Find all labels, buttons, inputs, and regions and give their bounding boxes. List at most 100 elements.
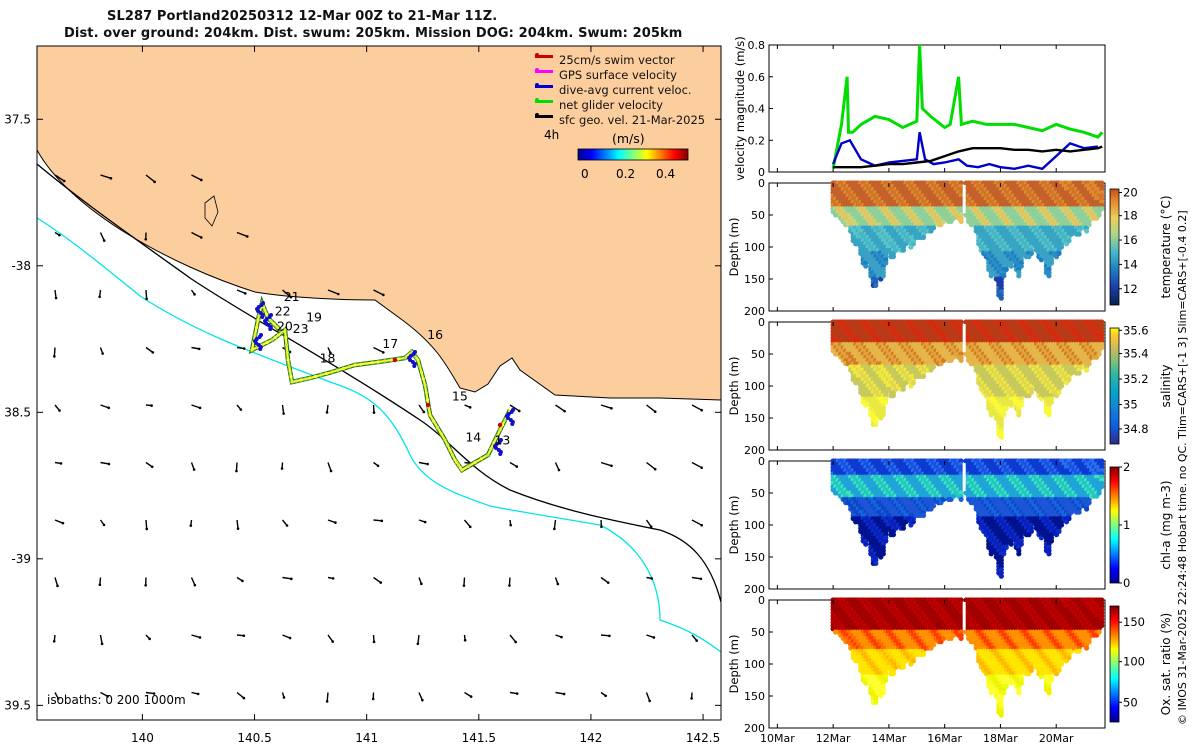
temperature-sample xyxy=(863,263,869,269)
velocity-series-line xyxy=(831,132,1099,171)
velocity-arrow xyxy=(691,576,701,580)
dive-current-dot xyxy=(260,315,265,319)
track-dot xyxy=(303,377,308,381)
velocity-arrowhead xyxy=(649,525,653,529)
track-dot xyxy=(294,379,299,383)
track-dot xyxy=(396,357,400,361)
map-xtick-label: 141 xyxy=(355,731,378,745)
dive-current-dot xyxy=(506,416,511,420)
track-dot xyxy=(359,362,363,366)
velocity-arrowhead xyxy=(148,637,151,641)
velocity-arrowhead xyxy=(145,297,148,301)
temperature-sample xyxy=(1099,206,1105,212)
velocity-arrow xyxy=(327,462,332,472)
velocity-arrowhead xyxy=(556,582,560,586)
dive-current-dot xyxy=(264,321,269,325)
map-ytick-label: 37.5 xyxy=(4,112,31,126)
velocity-arrowhead xyxy=(371,697,375,701)
track-dot xyxy=(283,328,287,332)
velocity-arrow xyxy=(509,634,517,643)
velocity-arrowhead xyxy=(608,634,611,638)
map-xtick-label: 142 xyxy=(579,731,602,745)
velocity-arrowhead xyxy=(241,579,244,583)
velocity-arrowhead xyxy=(196,692,200,696)
track-day-label: 21 xyxy=(284,289,300,304)
velocity-arrowhead xyxy=(107,462,111,466)
velocity-arrowhead xyxy=(243,292,247,295)
velocity-arrowhead xyxy=(699,577,703,581)
track-dot xyxy=(458,465,462,470)
salinity-ytick-label: 0 xyxy=(758,316,765,329)
speed-colorbar-bar xyxy=(577,148,689,161)
temperature-ytick-label: 150 xyxy=(744,273,765,286)
velocity-arrowhead xyxy=(517,409,521,413)
track-dot xyxy=(265,340,269,345)
speed-colorbar-tick: 0.2 xyxy=(616,167,635,181)
velocity-arrowhead xyxy=(422,410,426,414)
track-dot xyxy=(364,361,369,366)
velocity-arrow xyxy=(282,289,292,298)
velocity-arrowhead xyxy=(653,467,657,471)
dive-current-dot xyxy=(257,335,262,339)
velocity-arrow xyxy=(282,576,292,580)
salinity-sample xyxy=(1086,361,1092,367)
temperature-sample xyxy=(958,218,964,224)
velocity-arrowhead xyxy=(334,521,337,524)
velocity-arrow xyxy=(99,232,105,241)
velocity-arrow xyxy=(100,461,110,465)
salinity-sample xyxy=(1066,377,1072,383)
velocity-arrowhead xyxy=(144,237,148,241)
velocity-arrowhead xyxy=(468,525,472,529)
velocity-arrowhead xyxy=(509,523,512,527)
dive-current-dot xyxy=(254,341,259,345)
velocity-arrowhead xyxy=(416,642,420,646)
velocity-arrow xyxy=(600,576,609,584)
salinity-colorbar-tick-label: 35.6 xyxy=(1123,323,1149,337)
chart-title-line2: Dist. over ground: 204km. Dist. swum: 20… xyxy=(64,26,683,41)
velocity-arrowhead xyxy=(242,347,246,350)
salinity-sample xyxy=(873,421,879,427)
velocity-arrow xyxy=(463,519,471,528)
salinity-colorbar-tick-label: 35 xyxy=(1123,398,1138,412)
track-dot xyxy=(308,376,312,380)
velocity-arrow xyxy=(53,347,56,357)
velocity-arrow xyxy=(553,519,557,529)
velocity-arrow xyxy=(463,577,466,586)
velocity-arrowhead xyxy=(245,235,249,238)
track-dot xyxy=(330,370,334,374)
salinity-colorbar-tick-label: 35.4 xyxy=(1123,347,1149,361)
velocity-arrow xyxy=(646,461,656,470)
velocity-arrow xyxy=(373,289,384,296)
velocity-arrowhead xyxy=(145,527,148,531)
salinity-sample xyxy=(890,393,897,399)
velocity-arrow xyxy=(236,231,248,238)
temperature-sample xyxy=(900,247,907,253)
velocity-arrowhead xyxy=(463,638,467,642)
velocity-arrow xyxy=(145,346,154,353)
velocity-arrowhead xyxy=(462,584,466,587)
velocity-arrowhead xyxy=(242,696,246,700)
velocity-arrowhead xyxy=(557,468,561,472)
velocity-arrowhead xyxy=(56,584,59,588)
velocity-arrowhead xyxy=(610,464,613,468)
velocity-ytick-label: 0.2 xyxy=(748,134,766,147)
velocity-arrowhead xyxy=(106,694,109,698)
velocity-arrowhead xyxy=(151,351,155,354)
isobath-200 xyxy=(37,163,721,603)
temperature-colorbar-tick-label: 20 xyxy=(1123,185,1138,199)
velocity-arrow xyxy=(191,231,202,239)
salinity-sample xyxy=(1099,345,1105,351)
velocity-arrowhead xyxy=(515,465,519,468)
track-dot xyxy=(443,438,447,442)
velocity-arrowhead xyxy=(189,524,193,527)
velocity-arrowhead xyxy=(102,523,106,527)
velocity-arrowhead xyxy=(54,296,58,300)
salinity-sample xyxy=(1048,399,1055,405)
track-dot xyxy=(425,398,430,402)
velocity-arrowhead xyxy=(514,640,517,644)
salinity-colorbar xyxy=(1109,327,1120,445)
speed-colorbar-unit: (m/s) xyxy=(612,131,645,146)
velocity-arrow xyxy=(327,289,339,295)
speed-colorbar-tick: 0.4 xyxy=(656,167,675,181)
